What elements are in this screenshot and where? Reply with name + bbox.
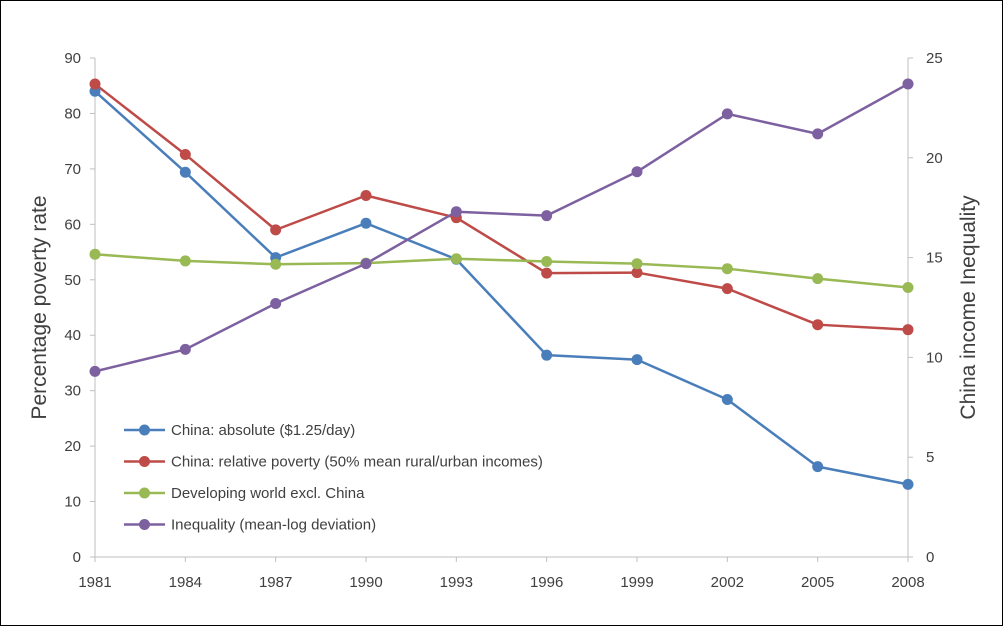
x-tick-label: 2005 <box>801 574 834 591</box>
data-point <box>360 258 372 270</box>
left-tick-label: 30 <box>64 383 81 400</box>
legend-entry-label: China: absolute ($1.25/day) <box>171 422 355 439</box>
data-point <box>721 283 733 295</box>
data-point <box>270 258 282 270</box>
data-point <box>902 282 914 294</box>
data-point <box>179 148 191 160</box>
y-axis-title: Percentage poverty rate <box>28 195 51 419</box>
left-tick-label: 80 <box>64 105 81 122</box>
data-point <box>902 78 914 90</box>
legend: China: absolute ($1.25/day) China: relati… <box>124 422 543 534</box>
left-tick-label: 40 <box>64 327 81 344</box>
x-tick-label: 1999 <box>620 574 653 591</box>
x-tick-label: 2008 <box>891 574 924 591</box>
legend-swatch-marker <box>139 456 150 467</box>
left-tick-label: 60 <box>64 216 81 233</box>
series-line-2 <box>94 83 909 331</box>
x-tick-label: 2002 <box>711 574 744 591</box>
data-point <box>631 166 643 178</box>
data-point <box>89 248 101 260</box>
series-line-1 <box>94 90 909 486</box>
data-point <box>902 478 914 490</box>
data-point <box>450 253 462 265</box>
data-point <box>631 258 643 270</box>
left-tick-label: 50 <box>64 272 81 289</box>
x-tick-label: 1993 <box>440 574 473 591</box>
data-point <box>721 263 733 275</box>
right-tick-label: 10 <box>926 349 943 366</box>
series-line-4 <box>94 82 909 373</box>
left-tick-label: 70 <box>64 161 81 178</box>
series-points <box>89 78 914 490</box>
legend-entry-label: Inequality (mean-log deviation) <box>171 517 376 534</box>
data-point <box>541 349 553 361</box>
legend-entry-label: China: relative poverty (50% mean rural/… <box>171 454 543 471</box>
right-tick-label: 25 <box>926 50 943 67</box>
data-point <box>631 354 643 366</box>
data-point <box>179 255 191 267</box>
left-tick-label: 10 <box>64 494 81 511</box>
right-tick-label: 20 <box>926 150 943 167</box>
data-point <box>179 166 191 178</box>
data-point <box>541 267 553 279</box>
data-point <box>812 128 824 140</box>
legend-swatch-marker <box>139 487 150 499</box>
data-point <box>721 108 733 120</box>
left-tick-label: 0 <box>73 549 81 566</box>
data-point <box>450 206 462 218</box>
legend-entry-label: Developing world excl. China <box>171 485 365 502</box>
data-point <box>631 267 643 279</box>
x-tick-label: 1984 <box>169 574 202 591</box>
data-point <box>270 298 282 310</box>
left-tick-label: 90 <box>64 50 81 67</box>
y2-axis-title: China income Inequality <box>957 195 980 420</box>
data-point <box>541 210 553 222</box>
x-tick-label: 1987 <box>259 574 292 591</box>
data-point <box>721 394 733 406</box>
series-lines <box>94 82 909 486</box>
right-tick-label: 5 <box>926 449 934 466</box>
left-tick-label: 20 <box>64 438 81 455</box>
right-tick-label: 0 <box>926 549 934 566</box>
series-line-3 <box>94 253 909 289</box>
legend-swatch-marker <box>139 519 150 530</box>
axes: 0 10 20 30 40 50 60 70 80 90 0 5 10 15 20 25 1981 1984 198… <box>28 50 980 591</box>
data-point <box>902 324 914 336</box>
x-tick-label: 1981 <box>78 574 111 591</box>
data-point <box>270 224 282 236</box>
data-point <box>360 190 372 202</box>
data-point <box>541 255 553 267</box>
data-point <box>812 319 824 331</box>
data-point <box>89 78 101 90</box>
data-point <box>179 343 191 355</box>
legend-swatch-marker <box>139 424 150 436</box>
data-point <box>812 461 824 473</box>
x-tick-label: 1990 <box>349 574 382 591</box>
data-point <box>812 273 824 285</box>
right-tick-label: 15 <box>926 250 943 267</box>
data-point <box>360 217 372 229</box>
x-tick-label: 1996 <box>530 574 563 591</box>
data-point <box>89 365 101 377</box>
